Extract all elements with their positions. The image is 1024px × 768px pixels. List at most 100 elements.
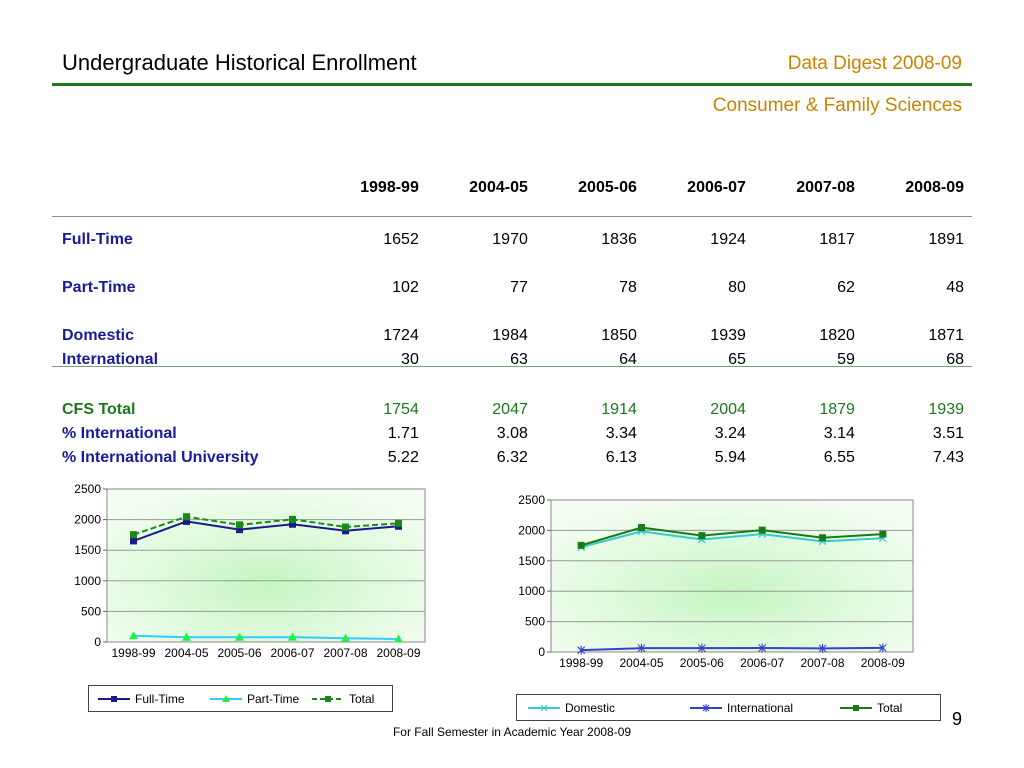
x-tick-label: 2006-07 bbox=[740, 656, 784, 670]
legend-item: Total bbox=[311, 686, 386, 711]
y-tick-label: 1000 bbox=[518, 584, 545, 598]
chart-legend: Full-Time Part-Time Total bbox=[88, 685, 393, 712]
table-cell: 59 bbox=[837, 351, 855, 368]
table-row-international: International 30 63 64 65 59 68 bbox=[52, 348, 964, 372]
table-cell: 3.34 bbox=[605, 425, 637, 442]
y-tick-label: 1500 bbox=[74, 543, 101, 557]
data-point bbox=[183, 513, 190, 521]
legend-marker bbox=[222, 694, 230, 702]
series-line bbox=[580, 526, 883, 547]
table-cell: 5.94 bbox=[714, 449, 746, 466]
y-tick-label: 0 bbox=[538, 645, 545, 659]
legend-item: Domestic bbox=[527, 695, 677, 720]
legend-item: Total bbox=[839, 695, 934, 720]
x-tick-label: 2005-06 bbox=[680, 656, 724, 670]
table-cell: 1970 bbox=[492, 231, 528, 248]
x-tick-label: 2008-09 bbox=[376, 646, 420, 660]
department-label: Consumer & Family Sciences bbox=[712, 95, 962, 116]
table-cell: 1836 bbox=[601, 231, 637, 248]
data-point bbox=[236, 521, 243, 529]
table-cell: 6.32 bbox=[496, 449, 528, 466]
chart-legend: Domestic International Total bbox=[516, 694, 941, 721]
table-cell: 102 bbox=[392, 279, 419, 296]
y-tick-label: 500 bbox=[525, 615, 545, 629]
table-header-divider bbox=[52, 216, 972, 217]
year-header: 1998-99 bbox=[360, 179, 419, 196]
table-cell: 1652 bbox=[383, 231, 419, 248]
data-point bbox=[697, 643, 706, 653]
data-point bbox=[818, 643, 827, 653]
legend-label: Total bbox=[877, 700, 903, 715]
data-point bbox=[638, 524, 645, 532]
page-number: 9 bbox=[951, 709, 962, 729]
y-tick-label: 2500 bbox=[74, 482, 101, 496]
row-label: % International University bbox=[62, 449, 259, 466]
table-cell: 1754 bbox=[383, 401, 419, 418]
data-point bbox=[395, 519, 402, 527]
y-tick-label: 2000 bbox=[518, 523, 545, 537]
row-label: CFS Total bbox=[62, 401, 136, 418]
x-tick-label: 2004-05 bbox=[619, 656, 663, 670]
table-cell: 80 bbox=[728, 279, 746, 296]
table-cell: 1879 bbox=[819, 401, 855, 418]
legend-swatch bbox=[690, 703, 722, 712]
y-tick-label: 500 bbox=[81, 604, 101, 618]
table-cell: 48 bbox=[946, 279, 964, 296]
table-cell: 1914 bbox=[601, 401, 637, 418]
year-header: 2007-08 bbox=[796, 179, 855, 196]
data-point bbox=[577, 645, 586, 655]
data-point bbox=[698, 532, 706, 540]
table-cell: 62 bbox=[837, 279, 855, 296]
page-title: Undergraduate Historical Enrollment bbox=[62, 50, 417, 75]
data-point bbox=[289, 520, 296, 528]
table-row-pct-international: % International 1.71 3.08 3.34 3.24 3.14… bbox=[52, 422, 964, 446]
data-point bbox=[879, 530, 887, 538]
x-tick-label: 2006-07 bbox=[270, 646, 314, 660]
data-point bbox=[182, 632, 191, 641]
y-tick-label: 1500 bbox=[518, 554, 545, 568]
enrollment-origin-chart: 0 500 1000 1500 2000 2500 1998-99 2004-05 2005-0… bbox=[518, 493, 914, 670]
year-header: 2008-09 bbox=[905, 179, 964, 196]
year-header: 2004-05 bbox=[469, 179, 528, 196]
table-cell: 1850 bbox=[601, 327, 637, 344]
table-cell: 1820 bbox=[819, 327, 855, 344]
legend-label: Full-Time bbox=[135, 691, 185, 706]
table-cell: 1924 bbox=[710, 231, 746, 248]
table-cell: 6.13 bbox=[605, 449, 637, 466]
data-point bbox=[183, 517, 190, 525]
legend-item: Full-Time bbox=[97, 686, 199, 711]
data-point bbox=[235, 632, 244, 641]
table-cell: 78 bbox=[619, 279, 637, 296]
legend-swatch bbox=[312, 695, 344, 702]
table-cell: 1724 bbox=[383, 327, 419, 344]
table-cell: 2047 bbox=[492, 401, 528, 418]
data-point bbox=[394, 634, 403, 643]
x-tick-label: 2007-08 bbox=[800, 656, 844, 670]
table-row-cfs-total: CFS Total 1754 2047 1914 2004 1879 1939 bbox=[52, 398, 964, 422]
table-cell: 1984 bbox=[492, 327, 528, 344]
data-point bbox=[236, 526, 243, 534]
table-cell: 1939 bbox=[710, 327, 746, 344]
legend-swatch bbox=[528, 704, 560, 711]
table-cell: 3.24 bbox=[714, 425, 746, 442]
table-cell: 63 bbox=[510, 351, 528, 368]
row-label: Part-Time bbox=[62, 279, 136, 296]
table-row-part-time: Part-Time 102 77 78 80 62 48 bbox=[52, 276, 964, 300]
x-tick-label: 2008-09 bbox=[861, 656, 905, 670]
table-cell: 68 bbox=[946, 351, 964, 368]
table-cell: 1817 bbox=[819, 231, 855, 248]
table-cell: 77 bbox=[510, 279, 528, 296]
data-point bbox=[758, 526, 766, 534]
table-cell: 1.71 bbox=[387, 425, 419, 442]
table-cell: 30 bbox=[401, 351, 419, 368]
data-point bbox=[637, 643, 646, 653]
data-point bbox=[878, 643, 887, 653]
data-point bbox=[758, 643, 767, 653]
series-line bbox=[580, 530, 883, 549]
row-label: Full-Time bbox=[62, 231, 133, 248]
series-line bbox=[133, 634, 399, 641]
table-cell: 2004 bbox=[710, 401, 746, 418]
table-cell: 3.51 bbox=[932, 425, 964, 442]
legend-item: Part-Time bbox=[209, 686, 304, 711]
data-point bbox=[819, 534, 826, 542]
